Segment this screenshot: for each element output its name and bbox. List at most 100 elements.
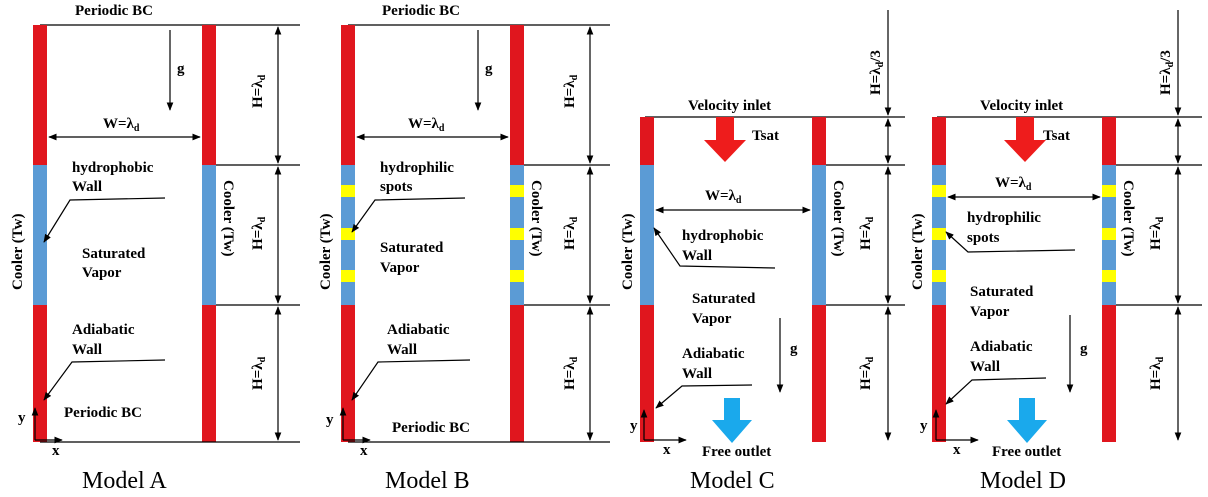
model-d: Velocity inlet H=λd/3 H=λd H=λd Tsat W=λ… <box>910 10 1202 494</box>
model-b-right-hydrophilic-spot-2 <box>510 228 524 240</box>
model-d-tsat-label: Tsat <box>1043 128 1070 144</box>
model-d-wall-label: Wall <box>970 359 1000 375</box>
model-d-outlet-flow-arrow <box>1007 398 1047 443</box>
model-a-caption: Model A <box>82 468 167 494</box>
model-b-left-hydrophilic-spot-3 <box>341 270 355 282</box>
model-a-axis-x: x <box>52 443 60 459</box>
model-b-axis-y: y <box>326 412 334 428</box>
model-d-saturated-label: Saturated <box>970 284 1034 300</box>
model-a-right-adiabatic-wall-bottom <box>202 305 216 442</box>
model-d-gravity-label: g <box>1080 341 1088 357</box>
model-b-hydrophilic-label: hydrophilic <box>380 160 454 176</box>
model-d-right-hydrophilic-spot-3 <box>1102 270 1116 282</box>
model-c-left-adiabatic-wall-bottom <box>640 305 654 442</box>
model-b-width-label: W=λd <box>408 116 445 134</box>
model-b-spots-label: spots <box>380 179 413 195</box>
model-a-width-label: W=λd <box>103 116 140 134</box>
model-b-height-label-middle: H=λd <box>562 216 580 250</box>
model-c-vapor-label: Vapor <box>692 311 732 327</box>
model-c-outlet-flow-arrow <box>712 398 752 443</box>
model-b-right-cooler-label: Cooler (Tw) <box>528 180 544 257</box>
model-d-velocity-inlet: Velocity inlet <box>980 98 1063 114</box>
model-c-inlet-flow-arrow <box>704 117 746 162</box>
model-d-right-hydrophilic-spot-2 <box>1102 228 1116 240</box>
model-d-left-hydrophilic-spot-1 <box>932 185 946 197</box>
model-a-hydrophobic-label: hydrophobic <box>72 160 154 176</box>
model-c-right-adiabatic-wall-bottom <box>812 305 826 442</box>
model-d-hydrophilic-label: hydrophilic <box>967 210 1041 226</box>
model-d-axis-y: y <box>920 418 928 434</box>
model-c-height-third-label: H=λd/3 <box>868 50 886 95</box>
model-c-width-label: W=λd <box>705 188 742 206</box>
model-d-axis-x: x <box>953 442 961 458</box>
model-b-height-label-top: H=λd <box>562 74 580 108</box>
model-b-adiabatic-label: Adiabatic <box>387 322 450 338</box>
model-d-left-cooler-label: Cooler (Tw) <box>910 213 926 290</box>
model-c-gravity-label: g <box>790 341 798 357</box>
model-d-adiabatic-label: Adiabatic <box>970 339 1033 355</box>
model-a-right-cooler-label: Cooler (Tw) <box>220 180 236 257</box>
model-d-left-hydrophilic-spot-2 <box>932 228 946 240</box>
model-a-height-label-bottom: H=λd <box>250 356 268 390</box>
model-a-left-cooler-wall <box>33 165 47 305</box>
model-d-height-third-label: H=λd/3 <box>1158 50 1176 95</box>
model-c-right-cooler-label: Cooler (Tw) <box>830 180 846 257</box>
model-d-right-adiabatic-wall-top <box>1102 117 1116 165</box>
model-a-height-label-middle: H=λd <box>250 216 268 250</box>
model-d-width-label: W=λd <box>995 175 1032 193</box>
model-c-height-label-bottom: H=λd <box>858 356 876 390</box>
model-b-periodic-bc-top: Periodic BC <box>382 3 460 19</box>
model-b-left-adiabatic-wall-top <box>341 25 355 165</box>
model-d-free-outlet-label: Free outlet <box>992 444 1061 460</box>
model-c-caption: Model C <box>690 468 775 494</box>
model-c-wall-label-1: Wall <box>682 248 712 264</box>
model-b-left-hydrophilic-spot-1 <box>341 185 355 197</box>
model-d-height-label-bottom: H=λd <box>1148 356 1166 390</box>
model-a-axis-y: y <box>18 410 26 426</box>
model-a-right-adiabatic-wall-top <box>202 25 216 165</box>
model-a-gravity-label: g <box>177 61 185 77</box>
model-a-periodic-bc-top: Periodic BC <box>75 3 153 19</box>
model-d-right-cooler-label: Cooler (Tw) <box>1120 180 1136 257</box>
model-c-left-cooler-label: Cooler (Tw) <box>620 213 636 290</box>
model-a-adiabatic-label: Adiabatic <box>72 322 135 338</box>
model-b-periodic-bc-bottom: Periodic BC <box>392 420 470 436</box>
model-b-height-label-bottom: H=λd <box>562 356 580 390</box>
model-b-vapor-label: Vapor <box>380 260 420 276</box>
model-a-periodic-bc-bottom: Periodic BC <box>64 405 142 421</box>
model-c-wall-label-2: Wall <box>682 366 712 382</box>
model-b-right-hydrophilic-spot-1 <box>510 185 524 197</box>
model-c-velocity-inlet: Velocity inlet <box>688 98 771 114</box>
model-b-right-adiabatic-wall-bottom <box>510 305 524 442</box>
model-a: Periodic BC H=λd H=λd H=λd g W=λd Cooler… <box>10 3 300 494</box>
model-b-left-cooler-label: Cooler (Tw) <box>318 213 334 290</box>
model-c-right-cooler-wall <box>812 165 826 305</box>
model-d-right-hydrophilic-spot-1 <box>1102 185 1116 197</box>
model-d-height-label-middle: H=λd <box>1148 216 1166 250</box>
model-a-vapor-label: Vapor <box>82 265 122 281</box>
model-d-right-adiabatic-wall-bottom <box>1102 305 1116 442</box>
model-b-right-hydrophilic-spot-3 <box>510 270 524 282</box>
model-a-saturated-label: Saturated <box>82 246 146 262</box>
model-d-left-hydrophilic-spot-3 <box>932 270 946 282</box>
model-d-vapor-label: Vapor <box>970 304 1010 320</box>
model-b-right-adiabatic-wall-top <box>510 25 524 165</box>
model-c-axis-x: x <box>663 442 671 458</box>
model-a-left-cooler-label: Cooler (Tw) <box>10 213 26 290</box>
model-b-saturated-label: Saturated <box>380 240 444 256</box>
model-b-left-hydrophilic-spot-2 <box>341 228 355 240</box>
model-c-hydrophobic-label: hydrophobic <box>682 228 764 244</box>
model-a-height-label-top: H=λd <box>250 74 268 108</box>
model-c-left-adiabatic-wall-top <box>640 117 654 165</box>
model-c-saturated-label: Saturated <box>692 291 756 307</box>
model-c-adiabatic-label: Adiabatic <box>682 346 745 362</box>
model-d-spots-label: spots <box>967 230 1000 246</box>
model-c-free-outlet-label: Free outlet <box>702 444 771 460</box>
model-d-caption: Model D <box>980 468 1066 494</box>
model-a-right-cooler-wall <box>202 165 216 305</box>
model-a-wall-label-1: Wall <box>72 179 102 195</box>
model-b: Periodic BC H=λd H=λd H=λd g W=λd Co <box>318 3 610 494</box>
model-a-left-adiabatic-wall-top <box>33 25 47 165</box>
